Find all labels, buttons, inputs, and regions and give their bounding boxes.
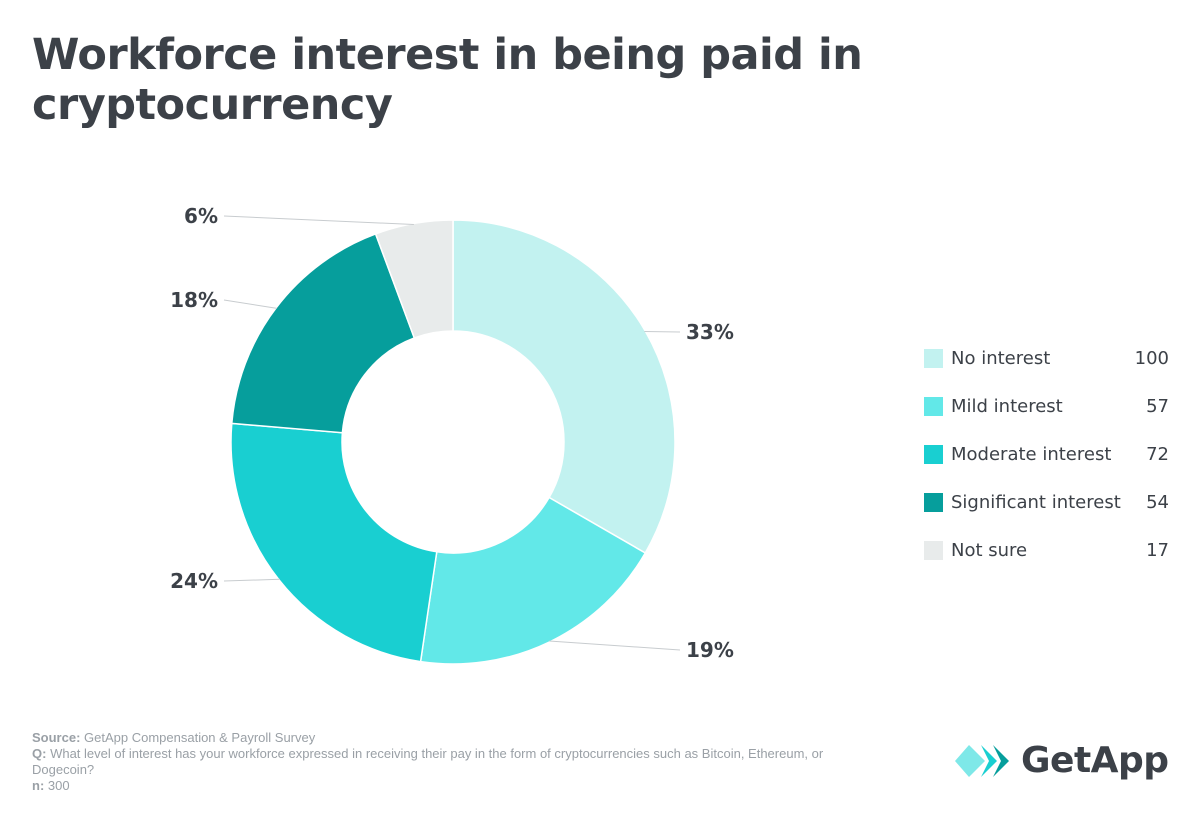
legend-swatch <box>924 444 943 464</box>
legend-label: Moderate interest <box>951 443 1112 465</box>
leader-line <box>223 299 278 309</box>
percent-label: 24% <box>170 569 218 593</box>
legend-swatch <box>924 540 943 560</box>
source-label: Source: <box>32 730 81 745</box>
percent-label: 18% <box>170 288 218 312</box>
leader-line <box>223 578 280 582</box>
logo-chevron-light <box>955 744 985 777</box>
donut-slice <box>374 219 454 339</box>
getapp-chevrons-icon <box>955 744 1009 777</box>
legend-item: Significant interest 54 <box>924 478 1169 526</box>
sample-size-line: n: 300 <box>32 778 872 794</box>
legend: No interest 100 Mild interest 57 Moderat… <box>924 334 1169 574</box>
legend-swatch <box>924 492 943 512</box>
legend-item: Not sure 17 <box>924 526 1169 574</box>
source-text: GetApp Compensation & Payroll Survey <box>80 730 316 745</box>
percent-label: 33% <box>686 320 734 344</box>
logo-chevron-mid <box>981 744 997 777</box>
question-label: Q: <box>32 746 47 761</box>
legend-label: Mild interest <box>951 395 1063 417</box>
legend-item: Moderate interest 72 <box>924 430 1169 478</box>
legend-value: 100 <box>1134 347 1169 369</box>
question-line: Q: What level of interest has your workf… <box>32 746 872 778</box>
source-line: Source: GetApp Compensation & Payroll Su… <box>32 730 872 746</box>
getapp-logo: GetApp <box>955 740 1169 781</box>
chart-footer: Source: GetApp Compensation & Payroll Su… <box>32 730 872 794</box>
legend-item: Mild interest 57 <box>924 382 1169 430</box>
sample-size-text: 300 <box>44 778 70 793</box>
legend-value: 17 <box>1146 539 1169 561</box>
donut-slice <box>452 219 676 555</box>
legend-label: No interest <box>951 347 1051 369</box>
legend-value: 57 <box>1146 395 1169 417</box>
legend-swatch <box>924 396 943 416</box>
leader-line <box>549 640 681 651</box>
percent-label: 19% <box>686 638 734 662</box>
legend-label: Significant interest <box>951 491 1121 513</box>
legend-value: 54 <box>1146 491 1169 513</box>
legend-swatch <box>924 348 943 368</box>
sample-size-label: n: <box>32 778 45 793</box>
legend-value: 72 <box>1146 443 1169 465</box>
legend-item: No interest 100 <box>924 334 1169 382</box>
leader-line <box>223 215 414 225</box>
chart-title: Workforce interest in being paid in cryp… <box>32 30 863 130</box>
question-text: What level of interest has your workforc… <box>32 746 824 777</box>
legend-label: Not sure <box>951 539 1028 561</box>
leader-line <box>644 331 681 333</box>
percent-label: 6% <box>184 204 218 228</box>
donut-slice <box>230 422 438 663</box>
logo-chevron-dark <box>993 744 1009 777</box>
logo-wordmark: GetApp <box>1021 740 1169 781</box>
donut-slice <box>230 232 416 434</box>
donut-slice <box>419 496 647 665</box>
